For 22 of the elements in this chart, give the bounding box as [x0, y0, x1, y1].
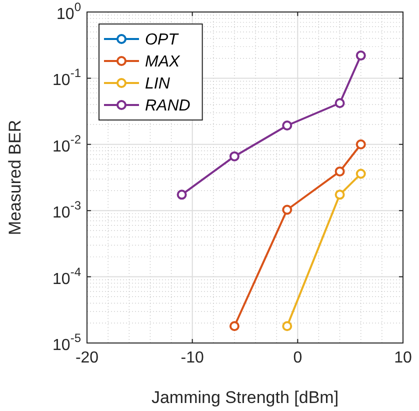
point	[334, 98, 345, 108]
x-axis-title: Jamming Strength [dBm]	[151, 388, 339, 408]
point	[229, 151, 240, 162]
point	[282, 204, 292, 215]
point	[356, 50, 366, 61]
x-tick-label: 0	[293, 349, 302, 366]
x-tick-label: 10	[394, 349, 412, 366]
legend-label: OPT	[145, 31, 180, 48]
point	[229, 321, 240, 332]
legend-label: RAND	[145, 97, 191, 114]
y-axis-title: Measured BER	[6, 120, 25, 236]
legend-label: LIN	[145, 75, 170, 92]
point	[356, 139, 366, 150]
point	[176, 190, 187, 200]
x-tick-label: -10	[180, 349, 204, 366]
point	[334, 190, 345, 200]
point	[356, 168, 366, 179]
legend-label: MAX	[145, 53, 181, 70]
point	[334, 166, 345, 176]
x-tick-label: -20	[75, 349, 99, 366]
point	[282, 120, 292, 130]
point	[282, 321, 292, 332]
